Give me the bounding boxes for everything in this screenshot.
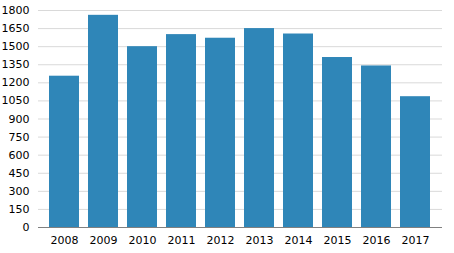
svg-text:2009: 2009 [90, 234, 118, 247]
svg-text:2016: 2016 [363, 234, 391, 247]
svg-text:2017: 2017 [402, 234, 430, 247]
svg-text:2008: 2008 [51, 234, 79, 247]
svg-text:150: 150 [9, 203, 30, 216]
svg-text:1650: 1650 [2, 22, 30, 35]
svg-text:1050: 1050 [2, 94, 30, 107]
svg-text:2014: 2014 [285, 234, 313, 247]
svg-text:2010: 2010 [129, 234, 157, 247]
svg-text:300: 300 [9, 185, 30, 198]
svg-text:1500: 1500 [2, 40, 30, 53]
svg-text:1350: 1350 [2, 58, 30, 71]
svg-text:600: 600 [9, 149, 30, 162]
svg-text:2011: 2011 [168, 234, 196, 247]
svg-text:2015: 2015 [324, 234, 352, 247]
svg-text:1200: 1200 [2, 76, 30, 89]
svg-text:0: 0 [23, 221, 30, 234]
svg-text:2012: 2012 [207, 234, 235, 247]
svg-text:450: 450 [9, 167, 30, 180]
svg-text:1800: 1800 [2, 4, 30, 17]
svg-text:750: 750 [9, 131, 30, 144]
svg-text:900: 900 [9, 113, 30, 126]
svg-text:2013: 2013 [246, 234, 274, 247]
